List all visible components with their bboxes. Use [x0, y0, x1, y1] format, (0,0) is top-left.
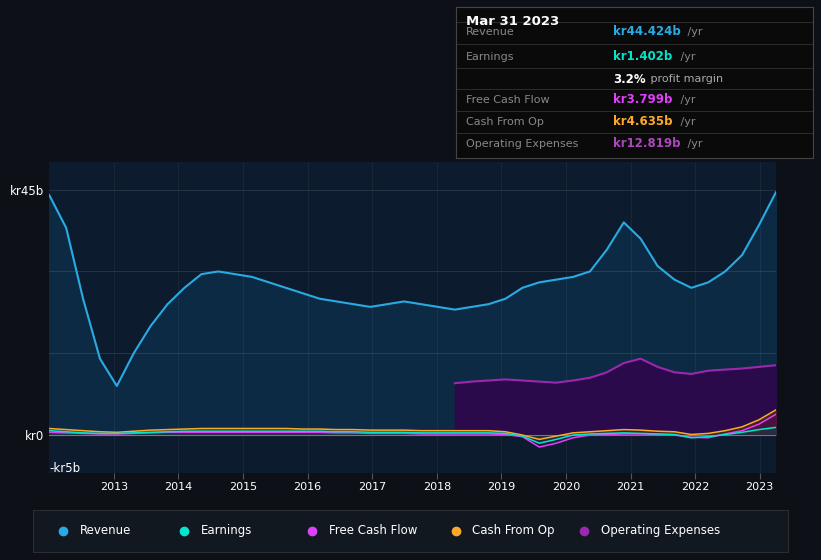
Text: Operating Expenses: Operating Expenses: [466, 138, 579, 148]
Text: /yr: /yr: [677, 116, 695, 127]
Text: /yr: /yr: [684, 27, 703, 36]
Text: Operating Expenses: Operating Expenses: [601, 524, 720, 537]
Text: -kr5b: -kr5b: [49, 463, 80, 475]
Text: /yr: /yr: [677, 52, 695, 62]
Text: kr3.799b: kr3.799b: [612, 93, 672, 106]
Text: Revenue: Revenue: [466, 27, 515, 36]
Text: Free Cash Flow: Free Cash Flow: [329, 524, 417, 537]
Text: kr4.635b: kr4.635b: [612, 115, 672, 128]
Text: Revenue: Revenue: [80, 524, 131, 537]
Text: Cash From Op: Cash From Op: [472, 524, 555, 537]
Text: kr44.424b: kr44.424b: [612, 25, 681, 38]
Text: Earnings: Earnings: [466, 52, 515, 62]
Text: profit margin: profit margin: [647, 74, 722, 85]
Text: kr1.402b: kr1.402b: [612, 50, 672, 63]
Text: 3.2%: 3.2%: [612, 73, 645, 86]
Text: /yr: /yr: [677, 95, 695, 105]
Text: Mar 31 2023: Mar 31 2023: [466, 15, 560, 28]
Text: Cash From Op: Cash From Op: [466, 116, 544, 127]
Text: /yr: /yr: [684, 138, 703, 148]
Text: Free Cash Flow: Free Cash Flow: [466, 95, 550, 105]
Text: Earnings: Earnings: [200, 524, 252, 537]
Text: kr12.819b: kr12.819b: [612, 137, 681, 150]
